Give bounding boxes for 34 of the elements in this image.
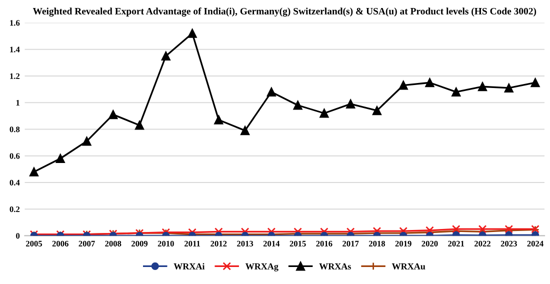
y-tick-label: 0.2	[10, 206, 20, 212]
x-tick-label: 2007	[78, 240, 95, 246]
y-tick-label: 0.4	[10, 180, 20, 186]
x-tick-label: 2009	[132, 240, 148, 246]
y-tick-label: 1.6	[10, 20, 20, 26]
legend-label: WRXAg	[245, 263, 278, 272]
legend-label: WRXAi	[174, 263, 205, 270]
y-tick-label: 0	[16, 233, 20, 239]
x-tick-label: 2024	[527, 240, 544, 246]
x-tick-label: 2015	[290, 240, 306, 246]
x-tick-label: 2018	[368, 240, 386, 246]
x-tick-label: 2005	[26, 240, 42, 246]
y-tick-label: 0.6	[10, 153, 20, 159]
x-tick-label: 2013	[237, 240, 254, 246]
legend-label: WRXAu	[392, 263, 426, 270]
x-tick-label: 2011	[184, 240, 200, 246]
x-tick-label: 2023	[500, 240, 517, 246]
y-tick-label: 0.8	[10, 126, 20, 132]
x-tick-label: 2006	[52, 240, 68, 246]
x-tick-label: 2017	[342, 240, 359, 246]
y-tick-label: 1.4	[10, 46, 20, 52]
x-tick-label: 2014	[263, 240, 280, 246]
y-tick-label: 1	[16, 100, 20, 106]
chart-title: Weighted Revealed Export Advantage of India(i), Germany(g) Switzerland(s) & USA(u) at Product levels (HS Code 3002)	[32, 8, 536, 17]
x-tick-label: 2012	[210, 240, 227, 246]
x-tick-label: 2008	[105, 240, 122, 246]
x-tick-label: 2010	[158, 240, 174, 246]
x-tick-label: 2019	[395, 240, 412, 246]
x-tick-label: 2021	[448, 240, 464, 246]
x-tick-label: 2016	[316, 240, 332, 246]
legend-label: WRXAs	[319, 263, 351, 270]
x-tick-label: 2022	[474, 240, 490, 246]
x-tick-label: 2020	[422, 240, 438, 246]
y-tick-label: 1.2	[10, 73, 20, 79]
